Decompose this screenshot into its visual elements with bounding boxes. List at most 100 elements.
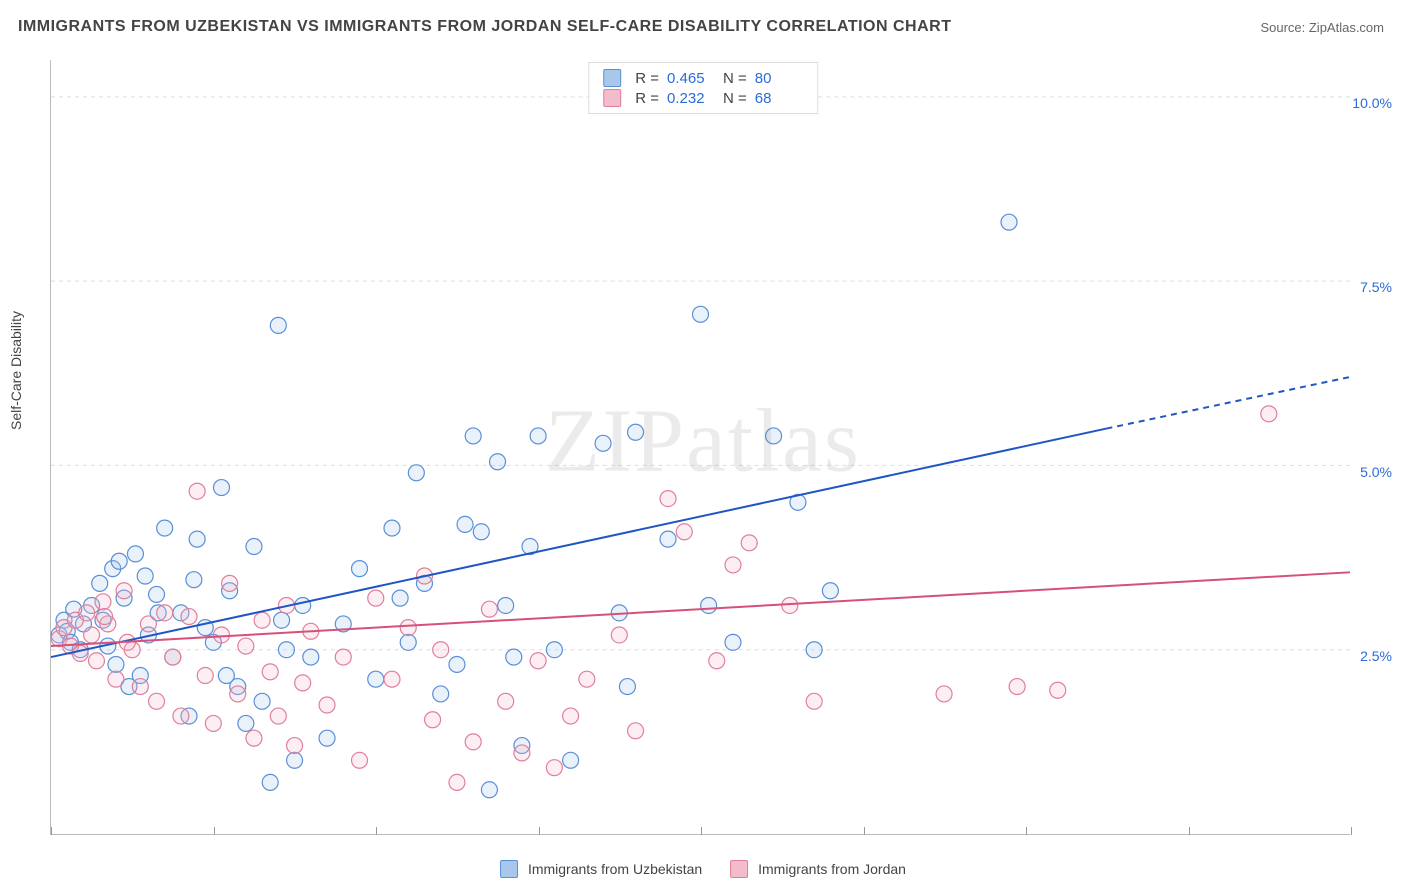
n-value: 68 <box>755 90 803 107</box>
correlation-legend-row: R = 0.465 N = 80 <box>603 69 803 87</box>
data-point <box>303 649 319 665</box>
data-point <box>213 627 229 643</box>
data-point <box>741 535 757 551</box>
data-point <box>352 752 368 768</box>
data-point <box>433 686 449 702</box>
data-point <box>295 675 311 691</box>
data-point <box>595 435 611 451</box>
data-point <box>425 712 441 728</box>
data-point <box>92 575 108 591</box>
data-point <box>137 568 153 584</box>
legend-item: Immigrants from Uzbekistan <box>500 860 702 878</box>
data-point <box>173 708 189 724</box>
trend-line <box>51 572 1350 646</box>
data-point <box>368 590 384 606</box>
data-point <box>465 734 481 750</box>
legend-swatch-uzbekistan <box>500 860 518 878</box>
data-point <box>189 483 205 499</box>
data-point <box>806 693 822 709</box>
data-point <box>936 686 952 702</box>
correlation-legend: R = 0.465 N = 80 R = 0.232 N = 68 <box>588 62 818 114</box>
data-point <box>384 520 400 536</box>
x-tick-mark <box>1026 827 1027 835</box>
chart-svg <box>51 60 1350 834</box>
data-point <box>709 653 725 669</box>
data-point <box>97 609 113 625</box>
data-point <box>660 531 676 547</box>
data-point <box>611 627 627 643</box>
data-point <box>530 428 546 444</box>
data-point <box>400 634 416 650</box>
data-point <box>490 454 506 470</box>
data-point <box>1009 679 1025 695</box>
data-point <box>149 693 165 709</box>
legend-label: Immigrants from Uzbekistan <box>528 861 702 877</box>
data-point <box>701 597 717 613</box>
data-point <box>95 594 111 610</box>
data-point <box>116 583 132 599</box>
plot-area <box>50 60 1350 835</box>
data-point <box>546 642 562 658</box>
data-point <box>246 539 262 555</box>
data-point <box>465 428 481 444</box>
source-prefix: Source: <box>1260 20 1308 35</box>
data-point <box>473 524 489 540</box>
data-point <box>274 612 290 628</box>
data-point <box>254 612 270 628</box>
data-point <box>127 546 143 562</box>
data-point <box>108 671 124 687</box>
legend-swatch-jordan <box>730 860 748 878</box>
n-value: 80 <box>755 70 803 87</box>
data-point <box>218 668 234 684</box>
x-tick-mark <box>1189 827 1190 835</box>
data-point <box>457 516 473 532</box>
legend-swatch-uzbekistan <box>603 69 621 87</box>
data-point <box>186 572 202 588</box>
data-point <box>433 642 449 658</box>
data-point <box>197 668 213 684</box>
data-point <box>384 671 400 687</box>
source-link[interactable]: ZipAtlas.com <box>1309 20 1384 35</box>
data-point <box>498 693 514 709</box>
data-point <box>1050 682 1066 698</box>
data-point <box>238 638 254 654</box>
y-tick-label: 5.0% <box>1360 464 1392 480</box>
x-tick-mark <box>1351 827 1352 835</box>
data-point <box>725 557 741 573</box>
data-point <box>725 634 741 650</box>
data-point <box>149 586 165 602</box>
chart-title: IMMIGRANTS FROM UZBEKISTAN VS IMMIGRANTS… <box>18 18 951 36</box>
y-axis-label: Self-Care Disability <box>8 311 24 430</box>
data-point <box>782 597 798 613</box>
x-tick-mark <box>214 827 215 835</box>
data-point <box>660 491 676 507</box>
data-point <box>693 306 709 322</box>
r-value: 0.232 <box>667 90 715 107</box>
series-legend: Immigrants from Uzbekistan Immigrants fr… <box>500 860 906 878</box>
data-point <box>628 424 644 440</box>
data-point <box>676 524 692 540</box>
data-point <box>514 745 530 761</box>
n-label: N = <box>723 90 747 107</box>
trend-line-extrapolated <box>1106 377 1350 429</box>
r-label: R = <box>635 70 659 87</box>
data-point <box>238 715 254 731</box>
data-point <box>213 480 229 496</box>
data-point <box>546 760 562 776</box>
data-point <box>319 730 335 746</box>
data-point <box>189 531 205 547</box>
data-point <box>408 465 424 481</box>
data-point <box>563 708 579 724</box>
r-value: 0.465 <box>667 70 715 87</box>
data-point <box>287 738 303 754</box>
legend-label: Immigrants from Jordan <box>758 861 906 877</box>
data-point <box>806 642 822 658</box>
data-point <box>254 693 270 709</box>
data-point <box>270 317 286 333</box>
data-point <box>352 561 368 577</box>
data-point <box>579 671 595 687</box>
data-point <box>392 590 408 606</box>
data-point <box>368 671 384 687</box>
data-point <box>181 609 197 625</box>
x-tick-mark <box>864 827 865 835</box>
